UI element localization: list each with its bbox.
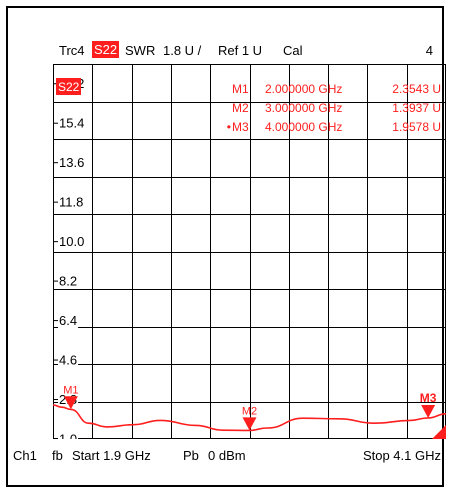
marker-readout-name: M1 — [232, 82, 249, 96]
marker-m2: M2 — [242, 405, 257, 431]
marker-readout-row: M2 3.000000 GHz 1.3937 U — [232, 101, 441, 115]
y-tick-label-bg — [58, 234, 86, 250]
trace-name-badge: S22 — [56, 78, 81, 95]
marker-readout-value: 1.3937 U — [392, 101, 441, 115]
calibration-status: Cal — [283, 43, 303, 58]
y-tick-label: 6.4 — [59, 313, 77, 328]
trace-line — [53, 404, 446, 432]
marker-triangle-icon — [421, 404, 436, 418]
scale-label: 1.8 U / — [163, 43, 202, 58]
marker-readout-value: 2.3543 U — [392, 82, 441, 96]
y-tick-label-bg — [58, 431, 79, 439]
y-tick-label-bg — [58, 115, 86, 131]
y-tick-label-bg — [58, 155, 86, 171]
y-tick-label: 13.6 — [59, 155, 84, 170]
marker-triangle-icon — [242, 417, 257, 431]
active-marker-dot: • — [227, 120, 231, 134]
marker-readout-row: M1 2.000000 GHz 2.3543 U — [232, 82, 441, 96]
marker-layer: M1 M2 M3 — [63, 384, 437, 431]
marker-readout: M1 2.000000 GHz 2.3543 U M2 3.000000 GHz 1.39… — [227, 82, 441, 134]
trace-name: Trc4 — [59, 43, 85, 58]
channel-label: Ch1 — [13, 448, 37, 463]
marker-readout-frequency: 3.000000 GHz — [265, 101, 342, 115]
y-tick-label-bg — [58, 352, 79, 368]
diagram-border — [53, 64, 446, 439]
reference-label: Ref 1 U — [218, 43, 263, 58]
y-tick-label: 11.8 — [59, 195, 83, 210]
y-tick-label: 15.4 — [59, 116, 84, 131]
marker-readout-name: M2 — [232, 101, 249, 115]
pb-label: Pb — [183, 448, 199, 463]
y-tick-label: 4.6 — [59, 353, 77, 368]
marker-readout-frequency: 4.000000 GHz — [265, 120, 342, 134]
trace-layer — [53, 404, 446, 439]
fb-label: fb — [52, 448, 63, 463]
marker-m1: M1 — [63, 384, 79, 410]
y-tick-label: 10.0 — [59, 234, 84, 249]
marker-label: M1 — [63, 384, 78, 396]
channel-index: 4 — [425, 43, 433, 58]
y-tick-label-bg — [58, 313, 79, 329]
stop-frequency: Stop 4.1 GHz — [362, 448, 441, 463]
y-tick-label: 1.0 — [59, 432, 77, 440]
marker-readout-row: • M3 4.000000 GHz 1.9578 U — [227, 120, 441, 134]
marker-readout-name: M3 — [232, 120, 249, 134]
source-power: 0 dBm — [208, 448, 246, 463]
marker-label: M2 — [242, 405, 257, 417]
start-frequency: Start 1.9 GHz — [72, 448, 151, 463]
marker-label: M3 — [420, 391, 437, 405]
trace-parameter-badge[interactable]: S22 — [92, 41, 120, 58]
marker-m3: M3 — [420, 391, 437, 418]
marker-readout-value: 1.9578 U — [392, 120, 441, 134]
y-tick-label-bg — [58, 273, 79, 289]
marker-readout-frequency: 2.000000 GHz — [265, 82, 342, 96]
y-tick-label: 8.2 — [59, 274, 77, 289]
stop-indicator-icon — [432, 425, 446, 439]
trace-badge-text: S22 — [58, 80, 80, 94]
diagram-grid — [53, 64, 446, 439]
format-label: SWR — [125, 43, 156, 58]
y-tick-label-bg — [58, 194, 85, 210]
trace-badge-bg — [56, 78, 81, 95]
marker-triangle-icon — [63, 396, 78, 410]
